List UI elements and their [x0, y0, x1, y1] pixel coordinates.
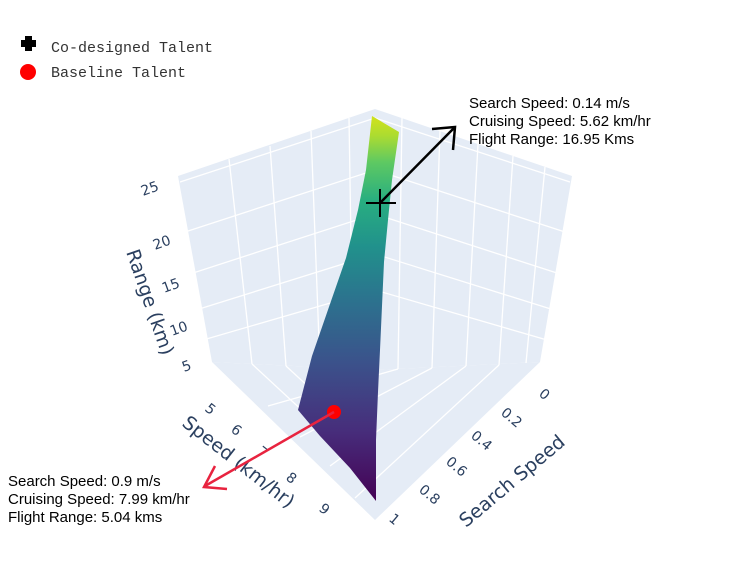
cross-marker-icon	[21, 36, 36, 51]
z-tick: 20	[151, 233, 173, 254]
annotation-arrow-baseline	[202, 410, 335, 491]
annotation-line: Cruising Speed: 7.99 km/hr	[8, 491, 190, 508]
legend-item-co-designed: Co-designed Talent	[21, 36, 213, 57]
x-tick: 6	[228, 422, 245, 440]
y-tick: 0.2	[497, 405, 524, 432]
z-tick: 15	[160, 276, 182, 297]
z-tick: 25	[139, 179, 161, 200]
y-tick: 0	[535, 386, 552, 404]
legend: Co-designed Talent Baseline Talent	[20, 36, 213, 82]
legend-label-baseline: Baseline Talent	[51, 65, 186, 82]
y-tick: 1	[385, 511, 402, 529]
annotation-line: Search Speed: 0.14 m/s	[469, 95, 630, 112]
annotation-line: Flight Range: 5.04 kms	[8, 509, 162, 526]
z-tick: 5	[180, 358, 194, 376]
range-surface	[298, 116, 399, 501]
z-tick: 10	[168, 319, 190, 340]
circle-marker-icon	[20, 64, 36, 80]
annotation-line: Flight Range: 16.95 Kms	[469, 131, 634, 148]
z-axis-title: Range (km)	[121, 246, 178, 358]
y-axis-title: Search Speed	[455, 431, 569, 532]
y-tick: 0.4	[467, 428, 494, 455]
back-right-pane	[375, 109, 572, 370]
annotation-line: Cruising Speed: 5.62 km/hr	[469, 113, 651, 130]
legend-item-baseline: Baseline Talent	[20, 64, 186, 82]
x-tick: 9	[316, 501, 333, 519]
annotation-co-designed: Search Speed: 0.14 m/s Cruising Speed: 5…	[469, 95, 651, 148]
legend-label-co-designed: Co-designed Talent	[51, 40, 213, 57]
y-tick: 0.8	[415, 482, 442, 509]
y-tick: 0.6	[442, 454, 469, 481]
x-tick: 5	[202, 401, 219, 419]
annotation-line: Search Speed: 0.9 m/s	[8, 473, 161, 490]
annotation-arrow-co-designed	[379, 125, 457, 204]
annotation-baseline: Search Speed: 0.9 m/s Cruising Speed: 7.…	[8, 473, 190, 526]
scene-panes	[178, 109, 572, 520]
